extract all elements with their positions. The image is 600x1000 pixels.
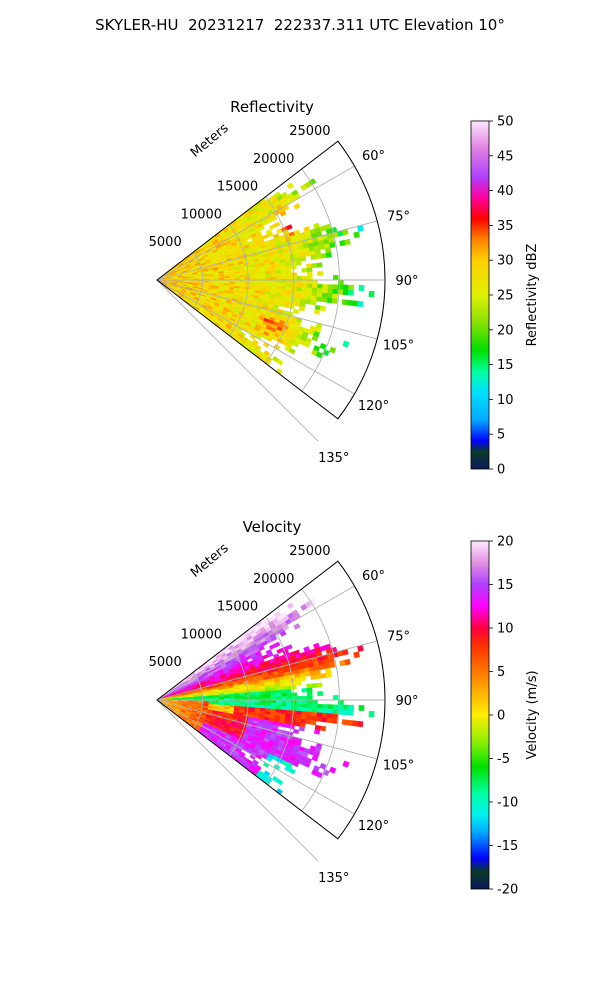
azimuth-spoke bbox=[156, 279, 378, 340]
sector-border bbox=[156, 560, 386, 840]
colorbar-tick-label: 10 bbox=[497, 622, 514, 637]
azimuth-tick-label: 105° bbox=[383, 339, 414, 354]
range-tick-label: 5000 bbox=[149, 655, 182, 670]
range-tick-label: 10000 bbox=[181, 627, 222, 642]
azimuth-tick-label: 90° bbox=[395, 274, 418, 289]
range-tick-label: 25000 bbox=[289, 544, 330, 559]
colorbar-tick-label: 10 bbox=[497, 393, 514, 408]
figure-title: SKYLER-HU 20231217 222337.311 UTC Elevat… bbox=[95, 16, 505, 34]
colorbar-tick-label: 0 bbox=[497, 463, 505, 478]
azimuth-tick-label: 60° bbox=[362, 149, 385, 164]
colorbar-tick-label: 5 bbox=[497, 665, 505, 680]
colorbar-tick-label: -5 bbox=[497, 752, 510, 767]
colorbar-tick-label: 0 bbox=[497, 709, 505, 724]
azimuth-tick-label: 135° bbox=[318, 871, 349, 886]
azimuth-spoke bbox=[156, 699, 319, 862]
azimuth-tick-label: 120° bbox=[358, 819, 389, 834]
colorbar-tick-label: 35 bbox=[497, 219, 514, 234]
radar-field-velocity bbox=[156, 598, 375, 795]
panel-title: Reflectivity bbox=[230, 98, 314, 116]
azimuth-tick-label: 60° bbox=[362, 569, 385, 584]
sector-border bbox=[156, 140, 386, 420]
azimuth-tick-label: 75° bbox=[387, 209, 410, 224]
azimuth-spoke bbox=[156, 640, 378, 701]
colorbar-tick-label: 40 bbox=[497, 184, 514, 199]
azimuth-tick-label: 75° bbox=[387, 629, 410, 644]
range-tick-label: 10000 bbox=[181, 207, 222, 222]
range-tick-label: 25000 bbox=[289, 124, 330, 139]
range-tick-label: 20000 bbox=[253, 152, 294, 167]
colorbar-tick-label: -15 bbox=[497, 839, 518, 854]
colorbar bbox=[470, 120, 490, 470]
range-tick-label: 20000 bbox=[253, 572, 294, 587]
azimuth-spoke bbox=[156, 279, 319, 442]
colorbar-tick-label: 30 bbox=[497, 254, 514, 269]
azimuth-spoke bbox=[156, 699, 378, 760]
azimuth-spoke bbox=[156, 165, 355, 281]
azimuth-tick-label: 135° bbox=[318, 451, 349, 466]
colorbar-tick-label: 15 bbox=[497, 358, 514, 373]
colorbar-label: Velocity (m/s) bbox=[525, 670, 540, 759]
colorbar-tick-label: 5 bbox=[497, 428, 505, 443]
panel-velocity: Velocity 60° 75° 90° 105° 120° 135° 5000 10000 15… bbox=[149, 518, 540, 898]
radar-field-reflectivity bbox=[156, 178, 375, 375]
panel-reflectivity: Reflectivity60°75°90°105°120°135°5000100… bbox=[149, 98, 540, 478]
azimuth-tick-label: 105° bbox=[383, 759, 414, 774]
azimuth-spoke bbox=[156, 220, 378, 281]
range-axis-label: Meters bbox=[188, 541, 232, 581]
range-tick-label: 15000 bbox=[217, 600, 258, 615]
azimuth-spoke bbox=[156, 279, 355, 395]
colorbar-tick-label: 15 bbox=[497, 578, 514, 593]
azimuth-spoke bbox=[156, 585, 355, 701]
colorbar-tick-label: -10 bbox=[497, 796, 518, 811]
colorbar bbox=[470, 540, 490, 890]
colorbar-tick-label: -20 bbox=[497, 883, 518, 898]
colorbar-tick-label: 45 bbox=[497, 149, 514, 164]
colorbar-label: Reflectivity dBZ bbox=[525, 244, 540, 347]
panel-title: Velocity bbox=[243, 518, 302, 536]
colorbar-tick-label: 20 bbox=[497, 535, 514, 550]
range-tick-label: 5000 bbox=[149, 235, 182, 250]
azimuth-spoke bbox=[156, 699, 355, 815]
azimuth-tick-label: 90° bbox=[395, 694, 418, 709]
colorbar-tick-label: 20 bbox=[497, 323, 514, 338]
azimuth-tick-label: 120° bbox=[358, 399, 389, 414]
range-tick-label: 15000 bbox=[217, 180, 258, 195]
colorbar-tick-label: 50 bbox=[497, 115, 514, 130]
colorbar-tick-label: 25 bbox=[497, 289, 514, 304]
range-axis-label: Meters bbox=[188, 121, 232, 161]
